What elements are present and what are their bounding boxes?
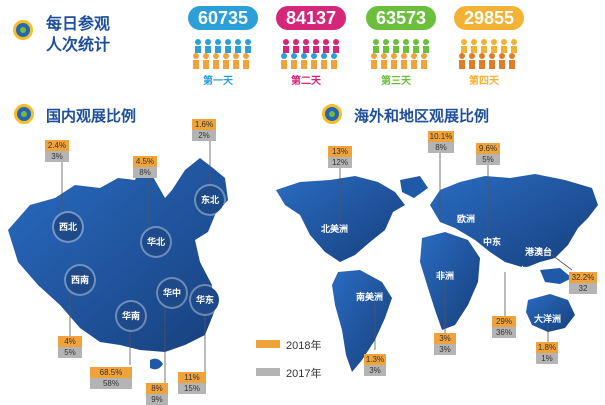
xibei-2018-tag: 2.4% [45, 140, 69, 151]
xinan-2018-tag: 4% [58, 336, 82, 347]
europe-2017-tag: 8% [428, 142, 454, 153]
region-label-southeast-asia: 东南亚 [509, 266, 537, 276]
huazhong-2017-tag: 9% [146, 394, 168, 405]
south-america-2018-tag: 1.3% [364, 354, 386, 365]
crowd-icon [193, 39, 251, 69]
overseas-title: 海外和地区观展比例 [354, 108, 490, 125]
legend-2018-swatch [256, 340, 280, 348]
crowd-icon [459, 39, 517, 69]
region-pin-huabei: 华北 [142, 228, 170, 256]
emblem-icon [322, 104, 342, 124]
southeast-asia-2017-tag: 36% [492, 327, 516, 338]
middle-east-2018-tag: 9.6% [476, 143, 500, 154]
region-label-oceania: 大洋洲 [534, 314, 562, 324]
crowd-icon [371, 39, 429, 69]
hk-macau-taiwan-2017-tag: 32 [569, 283, 597, 294]
south-america-map [332, 270, 392, 372]
africa-2018-tag: 3% [434, 333, 456, 344]
day3-count-badge: 63573 [366, 6, 436, 30]
day1-count-badge: 60735 [188, 6, 258, 30]
oceania-2017-tag: 1% [536, 353, 558, 364]
emblem-icon [13, 20, 33, 40]
hk-macau-taiwan-2018-tag: 32.2% [569, 272, 597, 283]
region-label-hk-macau-taiwan: 港澳台 [525, 247, 553, 257]
region-pin-dongbei: 东北 [196, 186, 224, 214]
region-pin-huazhong: 华中 [158, 279, 186, 307]
dongbei-2017-tag: 2% [192, 130, 216, 141]
region-label-africa: 非洲 [436, 271, 455, 281]
day2-count-badge: 84137 [276, 6, 346, 30]
huabei-2018-tag: 4.5% [133, 156, 157, 167]
huazhong-2018-tag: 8% [146, 383, 168, 394]
africa-2017-tag: 3% [434, 344, 456, 355]
region-label-south-america: 南美洲 [356, 292, 384, 302]
huanan-2017-tag: 58% [90, 378, 132, 389]
day1-label: 第一天 [203, 76, 233, 87]
region-pin-xinan: 西南 [66, 266, 94, 294]
middle-east-2017-tag: 5% [476, 154, 500, 165]
daily-title-line1: 每日参观 [46, 16, 111, 33]
emblem-icon [14, 104, 34, 124]
region-label-north-america: 北美洲 [321, 224, 349, 234]
legend-2018-label: 2018年 [286, 340, 322, 352]
region-label-middle-east: 中东 [483, 237, 502, 247]
oceania-map [526, 294, 575, 332]
region-pin-huanan: 华南 [117, 302, 145, 330]
day4-label: 第四天 [469, 76, 499, 87]
legend-2017-swatch [256, 368, 280, 376]
xinan-2017-tag: 5% [58, 347, 82, 358]
north-america-2017-tag: 12% [328, 157, 352, 168]
legend-2017-label: 2017年 [286, 368, 322, 380]
huabei-2017-tag: 8% [133, 167, 157, 178]
huadong-2017-tag: 15% [178, 383, 206, 394]
north-america-2018-tag: 13% [328, 146, 352, 157]
day2-label: 第二天 [291, 76, 321, 87]
huanan-2018-tag: 68.5% [90, 367, 132, 378]
region-pin-huadong: 华东 [191, 286, 219, 314]
dongbei-2018-tag: 1.6% [192, 119, 216, 130]
day4-count-badge: 29855 [454, 6, 524, 30]
north-america-map [276, 176, 405, 262]
eurasia-map [430, 174, 598, 268]
southeast-asia-2018-tag: 29% [492, 316, 516, 327]
xibei-2017-tag: 3% [45, 151, 69, 162]
huadong-2018-tag: 11% [178, 372, 206, 383]
region-label-europe: 欧洲 [457, 214, 476, 224]
domestic-title: 国内观展比例 [46, 108, 137, 125]
daily-title-line2: 人次统计 [46, 37, 111, 54]
europe-2018-tag: 10.1% [428, 131, 454, 142]
region-pin-xibei: 西北 [54, 213, 82, 241]
crowd-icon [281, 39, 339, 69]
oceania-2018-tag: 1.8% [536, 342, 558, 353]
day3-label: 第三天 [381, 76, 411, 87]
africa-map [420, 232, 480, 330]
south-america-2017-tag: 3% [364, 365, 386, 376]
